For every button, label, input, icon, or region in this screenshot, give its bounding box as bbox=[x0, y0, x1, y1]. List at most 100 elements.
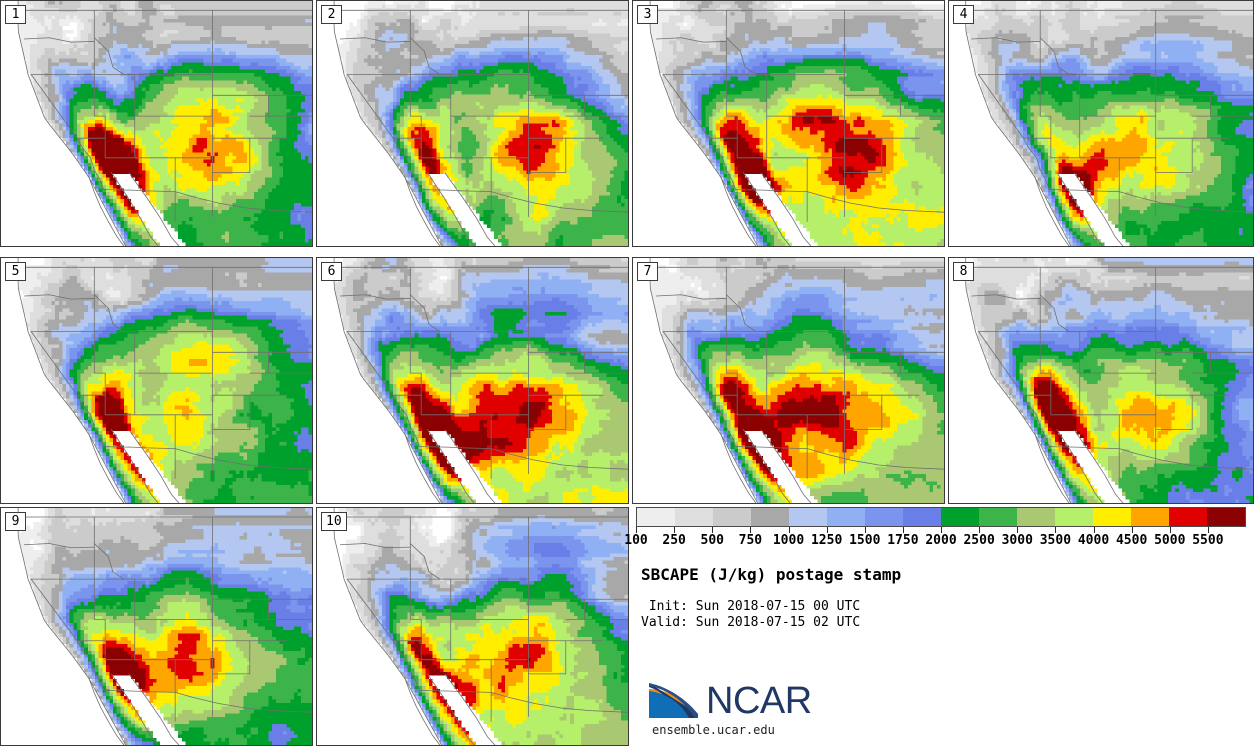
map-panel-8[interactable]: 8 bbox=[948, 257, 1254, 504]
state-border bbox=[1023, 137, 1050, 191]
colorbar-tick-label: 4000 bbox=[1077, 533, 1110, 548]
cape-contour-band bbox=[403, 616, 563, 745]
panel-number-label: 3 bbox=[637, 5, 658, 24]
map-panel-6[interactable]: 6 bbox=[316, 257, 629, 504]
cape-contour-band bbox=[672, 258, 944, 410]
colorbar-tick-label: 100 bbox=[624, 533, 648, 548]
cape-contour-band bbox=[716, 369, 890, 493]
pacific-coastline bbox=[17, 258, 126, 503]
state-border bbox=[1039, 37, 1081, 75]
ocean-mask bbox=[949, 258, 1071, 503]
map-panel-3[interactable]: 3 bbox=[632, 0, 945, 247]
colorbar-tick-label: 2500 bbox=[963, 533, 995, 548]
state-border bbox=[392, 137, 422, 159]
state-border bbox=[76, 640, 106, 661]
colorbar-tick bbox=[750, 527, 752, 533]
colorbar-tick-label: 500 bbox=[700, 533, 724, 548]
cape-contour-band bbox=[392, 351, 628, 503]
colorbar-tick bbox=[712, 527, 714, 533]
colorbar-tick bbox=[826, 527, 828, 533]
cape-contour-band bbox=[987, 15, 1253, 221]
colorbar-ticks bbox=[636, 527, 1246, 533]
state-border bbox=[409, 74, 422, 139]
cape-contour-band bbox=[716, 105, 897, 218]
cape-contour-band bbox=[1019, 348, 1218, 503]
colorbar-tick-label: 1500 bbox=[849, 533, 881, 548]
cape-contour-band bbox=[26, 1, 179, 135]
colorbar-tick-label: 5500 bbox=[1192, 533, 1224, 548]
cape-contour-band bbox=[1009, 319, 1253, 503]
cape-contour-band bbox=[87, 340, 240, 503]
map-panel-9[interactable]: 9 bbox=[0, 507, 313, 746]
state-border bbox=[23, 294, 95, 300]
state-border bbox=[346, 578, 394, 642]
gulf-of-california-shore bbox=[111, 429, 159, 503]
colorbar-cell bbox=[713, 508, 751, 526]
gulf-of-california-shore bbox=[444, 674, 496, 745]
cape-contour-band bbox=[966, 258, 1250, 406]
cape-contour-band bbox=[407, 387, 545, 475]
state-border bbox=[93, 74, 106, 139]
map-panel-2[interactable]: 2 bbox=[316, 0, 629, 247]
state-border bbox=[76, 640, 105, 691]
cape-field-map bbox=[949, 1, 1253, 246]
cape-contour-band bbox=[87, 127, 143, 210]
cape-contour-band bbox=[400, 101, 596, 236]
cape-contour-band bbox=[698, 55, 944, 246]
cape-contour-band bbox=[26, 258, 153, 392]
cape-contour-band bbox=[84, 598, 251, 728]
cape-contour-band bbox=[392, 69, 628, 246]
cape-contour-band bbox=[51, 19, 312, 239]
colorbar-cell bbox=[1207, 508, 1245, 526]
state-border bbox=[1039, 294, 1081, 332]
state-border bbox=[662, 74, 710, 139]
state-border bbox=[978, 74, 1024, 139]
colorbar-cell bbox=[1055, 508, 1093, 526]
state-border bbox=[392, 137, 421, 191]
ocean-mask bbox=[949, 1, 1071, 246]
cape-contour-band bbox=[651, 258, 717, 341]
colorbar-cell bbox=[637, 508, 675, 526]
gulf-of-california-shore bbox=[427, 429, 475, 503]
cape-contour-band bbox=[694, 47, 944, 243]
state-border bbox=[93, 578, 106, 642]
colorbar-cell bbox=[865, 508, 903, 526]
cape-contour-band bbox=[403, 109, 578, 221]
cape-field-map bbox=[317, 258, 628, 503]
cape-contour-band bbox=[1023, 362, 1200, 503]
cape-contour-band bbox=[723, 380, 840, 475]
state-border bbox=[76, 394, 106, 416]
caption-block: SBCAPE (J/kg) postage stamp Init: Sun 20… bbox=[641, 565, 1241, 631]
map-panel-1[interactable]: 1 bbox=[0, 0, 313, 247]
colorbar-tick-labels: 100 250 500 750 1000 1250 1500 1750 2000 2500 3000… bbox=[624, 533, 1246, 549]
baja-coastline bbox=[404, 177, 441, 246]
colorbar-tick bbox=[1169, 527, 1171, 533]
state-border bbox=[339, 543, 411, 549]
state-border bbox=[103, 446, 312, 470]
cape-contour-band bbox=[411, 119, 560, 174]
cape-contour-band bbox=[1033, 380, 1087, 453]
pacific-coastline bbox=[333, 508, 442, 745]
ocean-mask bbox=[633, 258, 758, 503]
cape-contour-band bbox=[723, 116, 879, 203]
baja-coastline bbox=[720, 177, 757, 246]
cape-contour-band bbox=[1030, 369, 1176, 475]
cape-contour-band bbox=[1055, 116, 1158, 221]
map-panel-4[interactable]: 4 bbox=[948, 0, 1254, 247]
gulf-of-california-shore bbox=[743, 172, 791, 246]
colorbar-tick-label: 4500 bbox=[1115, 533, 1148, 548]
gulf-of-california-shore bbox=[1073, 429, 1124, 503]
map-panel-7[interactable]: 7 bbox=[632, 257, 945, 504]
colorbar-tick-label: 1000 bbox=[772, 533, 805, 548]
cape-contour-band bbox=[84, 109, 247, 218]
cape-contour-band bbox=[661, 258, 944, 395]
state-border bbox=[725, 331, 738, 396]
state-border bbox=[708, 137, 737, 191]
map-panel-10[interactable]: 10 bbox=[316, 507, 629, 746]
colorbar-tick-label: 1750 bbox=[887, 533, 919, 548]
colorbar-cell bbox=[979, 508, 1017, 526]
map-panel-5[interactable]: 5 bbox=[0, 257, 313, 504]
panel-number-label: 1 bbox=[5, 5, 26, 24]
panel-number-label: 4 bbox=[953, 5, 974, 24]
cape-contour-band bbox=[966, 1, 1123, 84]
